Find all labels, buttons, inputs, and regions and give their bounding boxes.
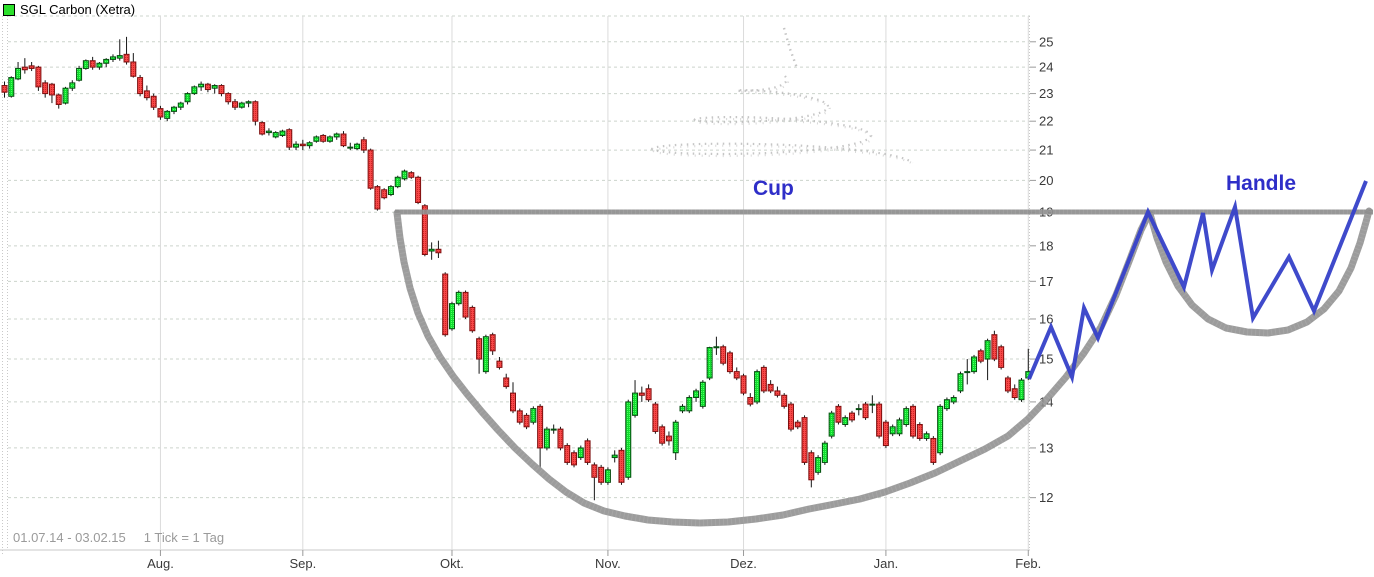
svg-text:13: 13: [1039, 440, 1053, 455]
svg-text:23: 23: [1039, 86, 1053, 101]
svg-text:Okt.: Okt.: [440, 556, 464, 571]
axes-layer: Aug. Sep. Okt. Nov. Dez. Jan. Feb.121314151617…: [147, 34, 1053, 571]
hand-drawn-annotations-layer: [393, 180, 1373, 527]
svg-text:21: 21: [1039, 143, 1053, 158]
date-range-text: 01.07.14 - 03.02.15: [13, 530, 126, 545]
legend-label: SGL Carbon (Xetra): [20, 2, 136, 17]
svg-text:15: 15: [1039, 352, 1053, 367]
watermark-spiral-icon: [651, 27, 915, 166]
svg-text:17: 17: [1039, 274, 1053, 289]
svg-text:16: 16: [1039, 311, 1053, 326]
legend-swatch-icon: [3, 3, 15, 16]
date-range-info: 01.07.14 - 03.02.15 1 Tick = 1 Tag: [13, 530, 242, 545]
tick-interval-text: 1 Tick = 1 Tag: [143, 530, 225, 545]
svg-text:Dez.: Dez.: [730, 556, 757, 571]
svg-text:Sep.: Sep.: [289, 556, 316, 571]
svg-text:Nov.: Nov.: [595, 556, 621, 571]
svg-text:22: 22: [1039, 114, 1053, 129]
svg-text:25: 25: [1039, 34, 1053, 49]
svg-text:Aug.: Aug.: [147, 556, 174, 571]
svg-text:Feb.: Feb.: [1015, 556, 1041, 571]
legend: SGL Carbon (Xetra): [3, 2, 135, 17]
svg-text:20: 20: [1039, 173, 1053, 188]
svg-text:Jan.: Jan.: [874, 556, 899, 571]
candles-layer: [1, 36, 1032, 501]
handle-annotation-label: Handle: [1226, 172, 1296, 195]
cup-annotation-label: Cup: [753, 177, 794, 200]
svg-text:18: 18: [1039, 238, 1053, 253]
svg-text:24: 24: [1039, 60, 1053, 75]
svg-text:12: 12: [1039, 490, 1053, 505]
